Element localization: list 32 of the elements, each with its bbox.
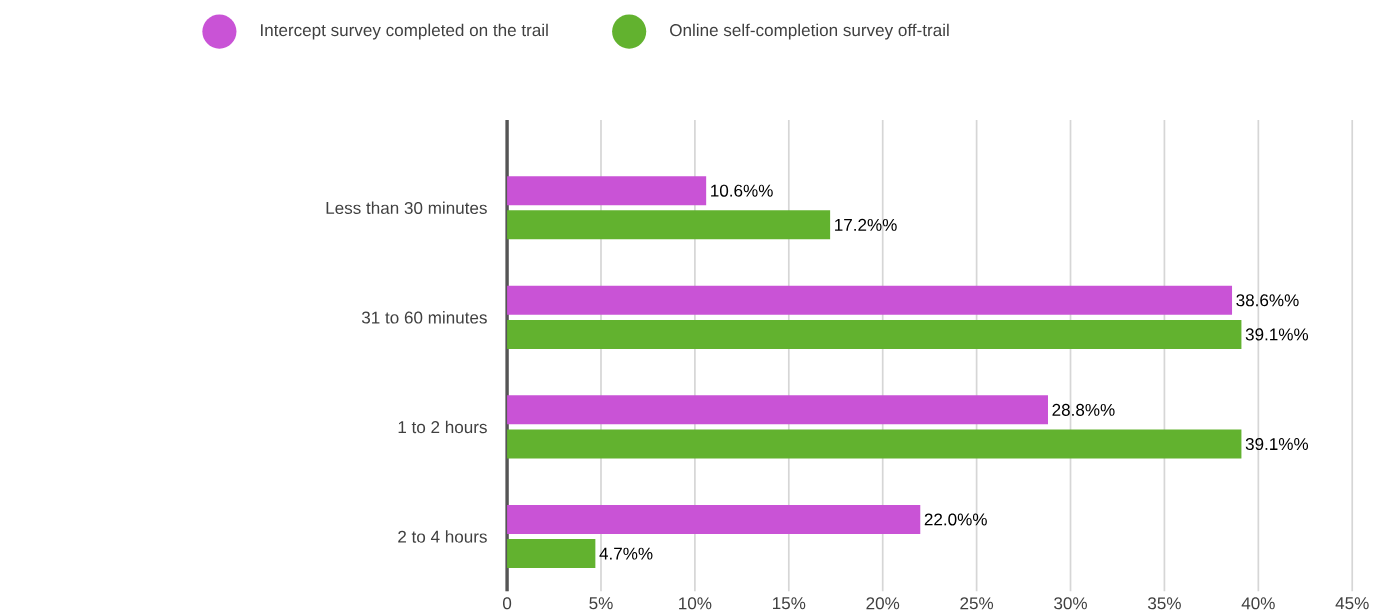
data-label: 39.1%% — [1245, 328, 1309, 341]
x-tick-label: 5% — [589, 597, 613, 610]
x-tick-label: 25% — [960, 597, 994, 610]
x-tick-label: 45% — [1335, 597, 1369, 610]
bar — [507, 429, 1242, 459]
y-tick-label: 2 to 4 hours — [398, 530, 487, 543]
bar — [507, 285, 1233, 315]
legend-label: Intercept survey completed on the trail — [261, 23, 548, 40]
bar — [507, 395, 1048, 425]
data-label: 22.0%% — [924, 513, 987, 526]
legend-label: Online self-completion survey off-trail — [670, 23, 949, 40]
x-tick-label: 20% — [866, 597, 900, 610]
data-label: 28.8%% — [1052, 403, 1115, 416]
data-label: 17.2%% — [835, 218, 897, 231]
y-tick-label: 1 to 2 hours — [398, 420, 487, 434]
x-tick-label: 10% — [679, 597, 712, 610]
bar — [507, 319, 1242, 349]
data-label: 4.7%% — [599, 547, 653, 560]
data-label: 10.6%% — [711, 184, 773, 197]
y-tick-label: Less than 30 minutes — [326, 201, 487, 215]
bar — [507, 504, 921, 534]
y-tick-label: 31 to 60 minutes — [361, 311, 487, 324]
bar — [507, 176, 707, 206]
bar — [507, 210, 831, 240]
data-label: 38.6%% — [1236, 294, 1299, 307]
x-tick-label: 30% — [1054, 597, 1087, 610]
x-tick-label: 15% — [773, 597, 806, 610]
data-label: 39.1%% — [1245, 437, 1309, 451]
bar — [507, 539, 596, 569]
x-tick-label: 35% — [1147, 597, 1181, 610]
x-tick-label: 40% — [1241, 597, 1275, 610]
x-tick-label: 0 — [503, 597, 512, 610]
